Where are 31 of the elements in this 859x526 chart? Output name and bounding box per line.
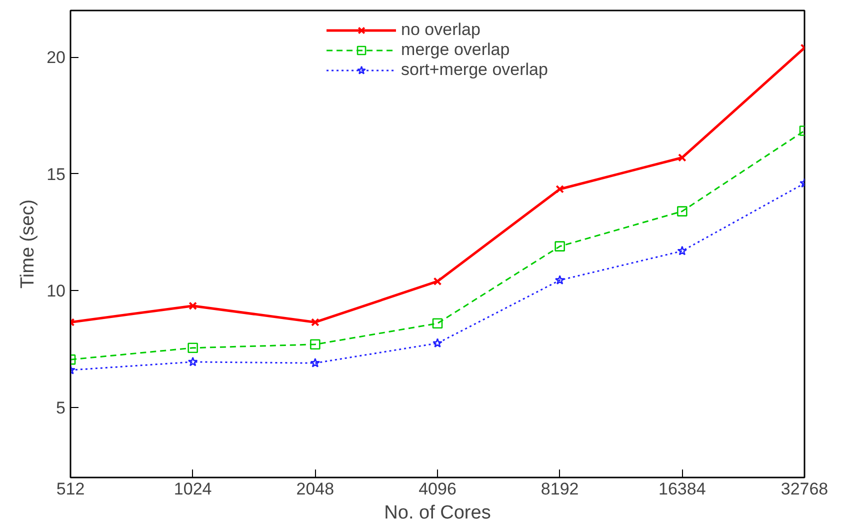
y-tick-label: 20 [46, 48, 66, 68]
point [677, 246, 688, 256]
legend-label: no overlap [401, 20, 480, 40]
point [188, 342, 198, 354]
point [556, 184, 564, 194]
point [433, 277, 442, 286]
x-tick-label: 4096 [418, 480, 456, 498]
legend-label: sort+merge overlap [401, 60, 548, 80]
y-tick-label: 10 [46, 282, 66, 301]
y-axis-title: Time (sec) [18, 199, 39, 289]
point [310, 358, 320, 368]
point [310, 339, 320, 350]
x-axis-title: No. of Cores [384, 502, 491, 524]
point [310, 318, 320, 326]
point [188, 356, 198, 366]
point [678, 153, 686, 162]
legend-label: merge overlap [401, 40, 510, 60]
point [554, 241, 565, 252]
x-tick-label: 8192 [540, 480, 579, 498]
point [554, 275, 565, 284]
y-tick-label: 5 [56, 398, 66, 418]
x-tick-label: 1024 [174, 480, 212, 498]
x-tick-label: 16384 [658, 480, 706, 498]
point [432, 318, 443, 329]
point [432, 338, 442, 348]
y-tick-label: 15 [46, 164, 66, 184]
point [677, 206, 688, 216]
x-tick-label: 32768 [780, 480, 828, 498]
x-tick-label: 512 [56, 480, 85, 498]
point [188, 302, 198, 310]
x-tick-label: 2048 [296, 480, 334, 498]
